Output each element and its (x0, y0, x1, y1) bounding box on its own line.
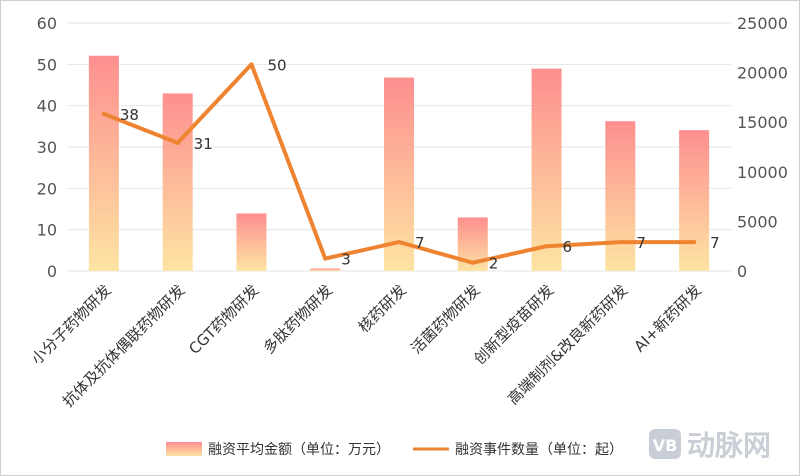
left-tick-label: 40 (37, 97, 57, 116)
right-axis-ticks: 0 5000 10000 15000 20000 25000 (737, 14, 788, 281)
legend: 融资平均金额（单位：万元） 融资事件数量（单位：起） (166, 442, 623, 458)
bar (310, 268, 341, 271)
legend-bar-swatch (166, 442, 202, 456)
category-label: 多肽药物研发 (260, 281, 336, 357)
line-data-label: 38 (120, 106, 139, 124)
line-data-label: 3 (341, 251, 351, 269)
bar (605, 121, 636, 271)
bar (88, 55, 119, 272)
line-point (692, 240, 697, 245)
category-label: 活菌药物研发 (407, 281, 483, 357)
watermark-badge-text: VB (653, 436, 678, 455)
line-point (101, 111, 106, 116)
right-tick-label: 25000 (737, 14, 788, 33)
right-tick-label: 15000 (737, 113, 788, 132)
line-point (175, 140, 180, 145)
line-data-label: 50 (267, 56, 286, 74)
line-data-label: 7 (710, 234, 720, 252)
line-point (397, 240, 401, 245)
line-data-label: 31 (194, 135, 213, 153)
line-point (544, 244, 549, 249)
left-tick-label: 0 (47, 262, 57, 281)
line-point (249, 62, 254, 67)
bar-series (88, 55, 710, 272)
left-tick-label: 50 (37, 55, 57, 74)
line-point (618, 240, 623, 245)
legend-bar-label: 融资平均金额（单位：万元） (208, 442, 390, 458)
line-point (470, 260, 475, 265)
line-data-label: 7 (415, 234, 425, 252)
left-tick-label: 20 (37, 179, 57, 198)
right-tick-label: 5000 (737, 212, 778, 231)
category-label: 抗体及抗体偶联药物研发 (59, 281, 188, 410)
watermark: VB 动脉网 (649, 429, 771, 462)
left-tick-label: 30 (37, 138, 57, 157)
line-data-label: 6 (563, 238, 573, 256)
line-series: 38 31 50 3 7 2 6 7 7 (101, 56, 720, 273)
category-label: 核药研发 (355, 281, 410, 336)
left-tick-label: 60 (37, 14, 57, 33)
left-tick-label: 10 (37, 221, 57, 240)
right-tick-label: 20000 (737, 64, 788, 83)
left-axis-ticks: 0 10 20 30 40 50 60 (37, 14, 57, 281)
bar (531, 68, 562, 271)
category-label: 高端制剂&改良新药研发 (504, 281, 631, 408)
legend-line-label: 融资事件数量（单位：起） (455, 442, 623, 458)
category-label: CGT药物研发 (185, 281, 262, 358)
watermark-text: 动脉网 (687, 429, 771, 462)
line-data-label: 2 (489, 255, 499, 273)
bar (679, 130, 710, 271)
bar (162, 93, 193, 271)
bar (236, 213, 267, 271)
right-tick-label: 10000 (737, 163, 788, 182)
line-point (323, 256, 328, 261)
right-tick-label: 0 (737, 262, 747, 281)
bar (384, 77, 414, 271)
category-label: AI+新药研发 (631, 281, 705, 355)
watermark-badge (649, 429, 681, 459)
line-data-label: 7 (636, 234, 646, 252)
